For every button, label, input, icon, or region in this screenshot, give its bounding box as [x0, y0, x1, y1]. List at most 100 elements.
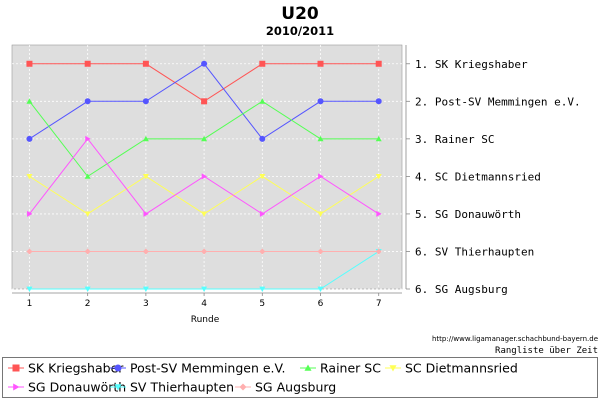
data-point [317, 135, 324, 142]
legend-label: SV Thierhaupten [130, 380, 234, 395]
x-tick-label: 1 [27, 299, 33, 309]
data-point [259, 286, 266, 292]
x-tick-label: 6 [318, 299, 324, 309]
data-point [84, 173, 91, 179]
legend-marker [389, 365, 397, 372]
series-5 [27, 135, 382, 217]
data-point [84, 60, 91, 67]
data-point [259, 60, 266, 67]
data-point [26, 135, 33, 142]
data-point [375, 135, 382, 142]
right-tick-labels: 1. SK Kriegshaber 2. Post-SV Memmingen e.… [406, 58, 581, 296]
data-point [143, 210, 149, 217]
legend-label: SC Dietmannsried [405, 361, 518, 376]
series-2 [26, 60, 382, 142]
legend-marker [304, 364, 312, 371]
data-point [375, 248, 382, 255]
data-point [376, 210, 382, 217]
legend-label: Post-SV Memmingen e.V. [130, 361, 285, 376]
data-point [317, 60, 324, 67]
data-point [375, 60, 382, 67]
x-tick-label: 2 [85, 299, 91, 309]
data-point [142, 60, 149, 67]
axes [12, 45, 407, 294]
data-point [27, 210, 33, 217]
data-point [26, 98, 33, 104]
legend-marker [114, 364, 122, 372]
data-point [259, 210, 266, 217]
data-point [26, 248, 33, 255]
x-tick-label: 4 [201, 299, 207, 309]
legend-marker [12, 364, 20, 372]
series-4 [26, 173, 382, 217]
data-point [201, 60, 208, 67]
legend [2, 357, 598, 398]
legend-label: SG Donauwörth [28, 380, 126, 395]
data-point [84, 98, 91, 105]
chart-subtitle: 2010/2011 [266, 24, 334, 38]
data-point [201, 286, 208, 292]
data-point [84, 248, 91, 255]
x-tick-label: 3 [143, 299, 149, 309]
data-point [142, 173, 149, 180]
legend-item: SC Dietmannsried [385, 361, 518, 376]
legend-label: SG Augsburg [255, 380, 336, 395]
data-point [142, 135, 149, 142]
right-tick-label: 5. SG Donauwörth [415, 208, 521, 221]
legend-marker [13, 383, 20, 391]
data-point [259, 98, 266, 104]
series-lines [26, 60, 382, 292]
x-tick-labels: 1 2 3 4 5 6 7 [27, 293, 382, 309]
legend-marker [239, 383, 247, 391]
data-point [317, 248, 324, 255]
source-url: http://www.ligamanager.schachbund-bayern… [432, 335, 598, 343]
right-tick-label: 1. SK Kriegshaber [415, 58, 528, 71]
data-point [259, 135, 266, 142]
data-point [84, 211, 91, 217]
x-tick-label: 5 [259, 299, 265, 309]
chart-caption: Rangliste über Zeit [495, 346, 598, 356]
data-point [142, 286, 149, 292]
plot-area [11, 44, 403, 290]
data-point [201, 248, 208, 255]
legend-label: Rainer SC [320, 361, 381, 376]
legend-item: SV Thierhaupten [110, 380, 234, 395]
x-tick-label: 7 [376, 299, 382, 309]
legend-item: SK Kriegshaber [8, 361, 124, 376]
data-point [259, 173, 266, 180]
data-point [84, 286, 91, 292]
series-1 [26, 60, 382, 105]
legend-marker [114, 384, 122, 391]
right-tick-label: 6. SV Thierhaupten [415, 245, 534, 258]
data-point [318, 173, 324, 180]
data-point [26, 60, 33, 67]
data-point [85, 135, 91, 142]
legend-item: SG Augsburg [235, 380, 336, 395]
right-tick-label: 2. Post-SV Memmingen e.V. [415, 95, 581, 108]
data-point [201, 211, 208, 217]
data-point [26, 286, 33, 292]
x-axis-label: Runde [191, 315, 220, 325]
data-point [26, 173, 33, 180]
legend-label: SK Kriegshaber [28, 361, 124, 376]
series-3 [26, 98, 382, 179]
data-point [317, 98, 324, 105]
legend-items: SK Kriegshaber Post-SV Memmingen e.V. Rain… [8, 361, 518, 395]
data-point [201, 173, 208, 180]
data-point [375, 98, 382, 105]
data-point [142, 248, 149, 255]
data-point [201, 135, 208, 142]
legend-item: Rainer SC [300, 361, 381, 376]
data-point [317, 286, 324, 292]
right-tick-label: 4. SC Dietmannsried [415, 170, 541, 183]
data-point [375, 173, 382, 180]
series-7 [26, 248, 382, 255]
chart-title: U20 [281, 4, 319, 24]
data-point [142, 98, 149, 105]
legend-item: SG Donauwörth [8, 380, 126, 395]
right-tick-label: 3. Rainer SC [415, 133, 494, 146]
legend-item: Post-SV Memmingen e.V. [110, 361, 285, 376]
data-point [317, 211, 324, 217]
right-tick-label: 6. SG Augsburg [415, 283, 508, 296]
